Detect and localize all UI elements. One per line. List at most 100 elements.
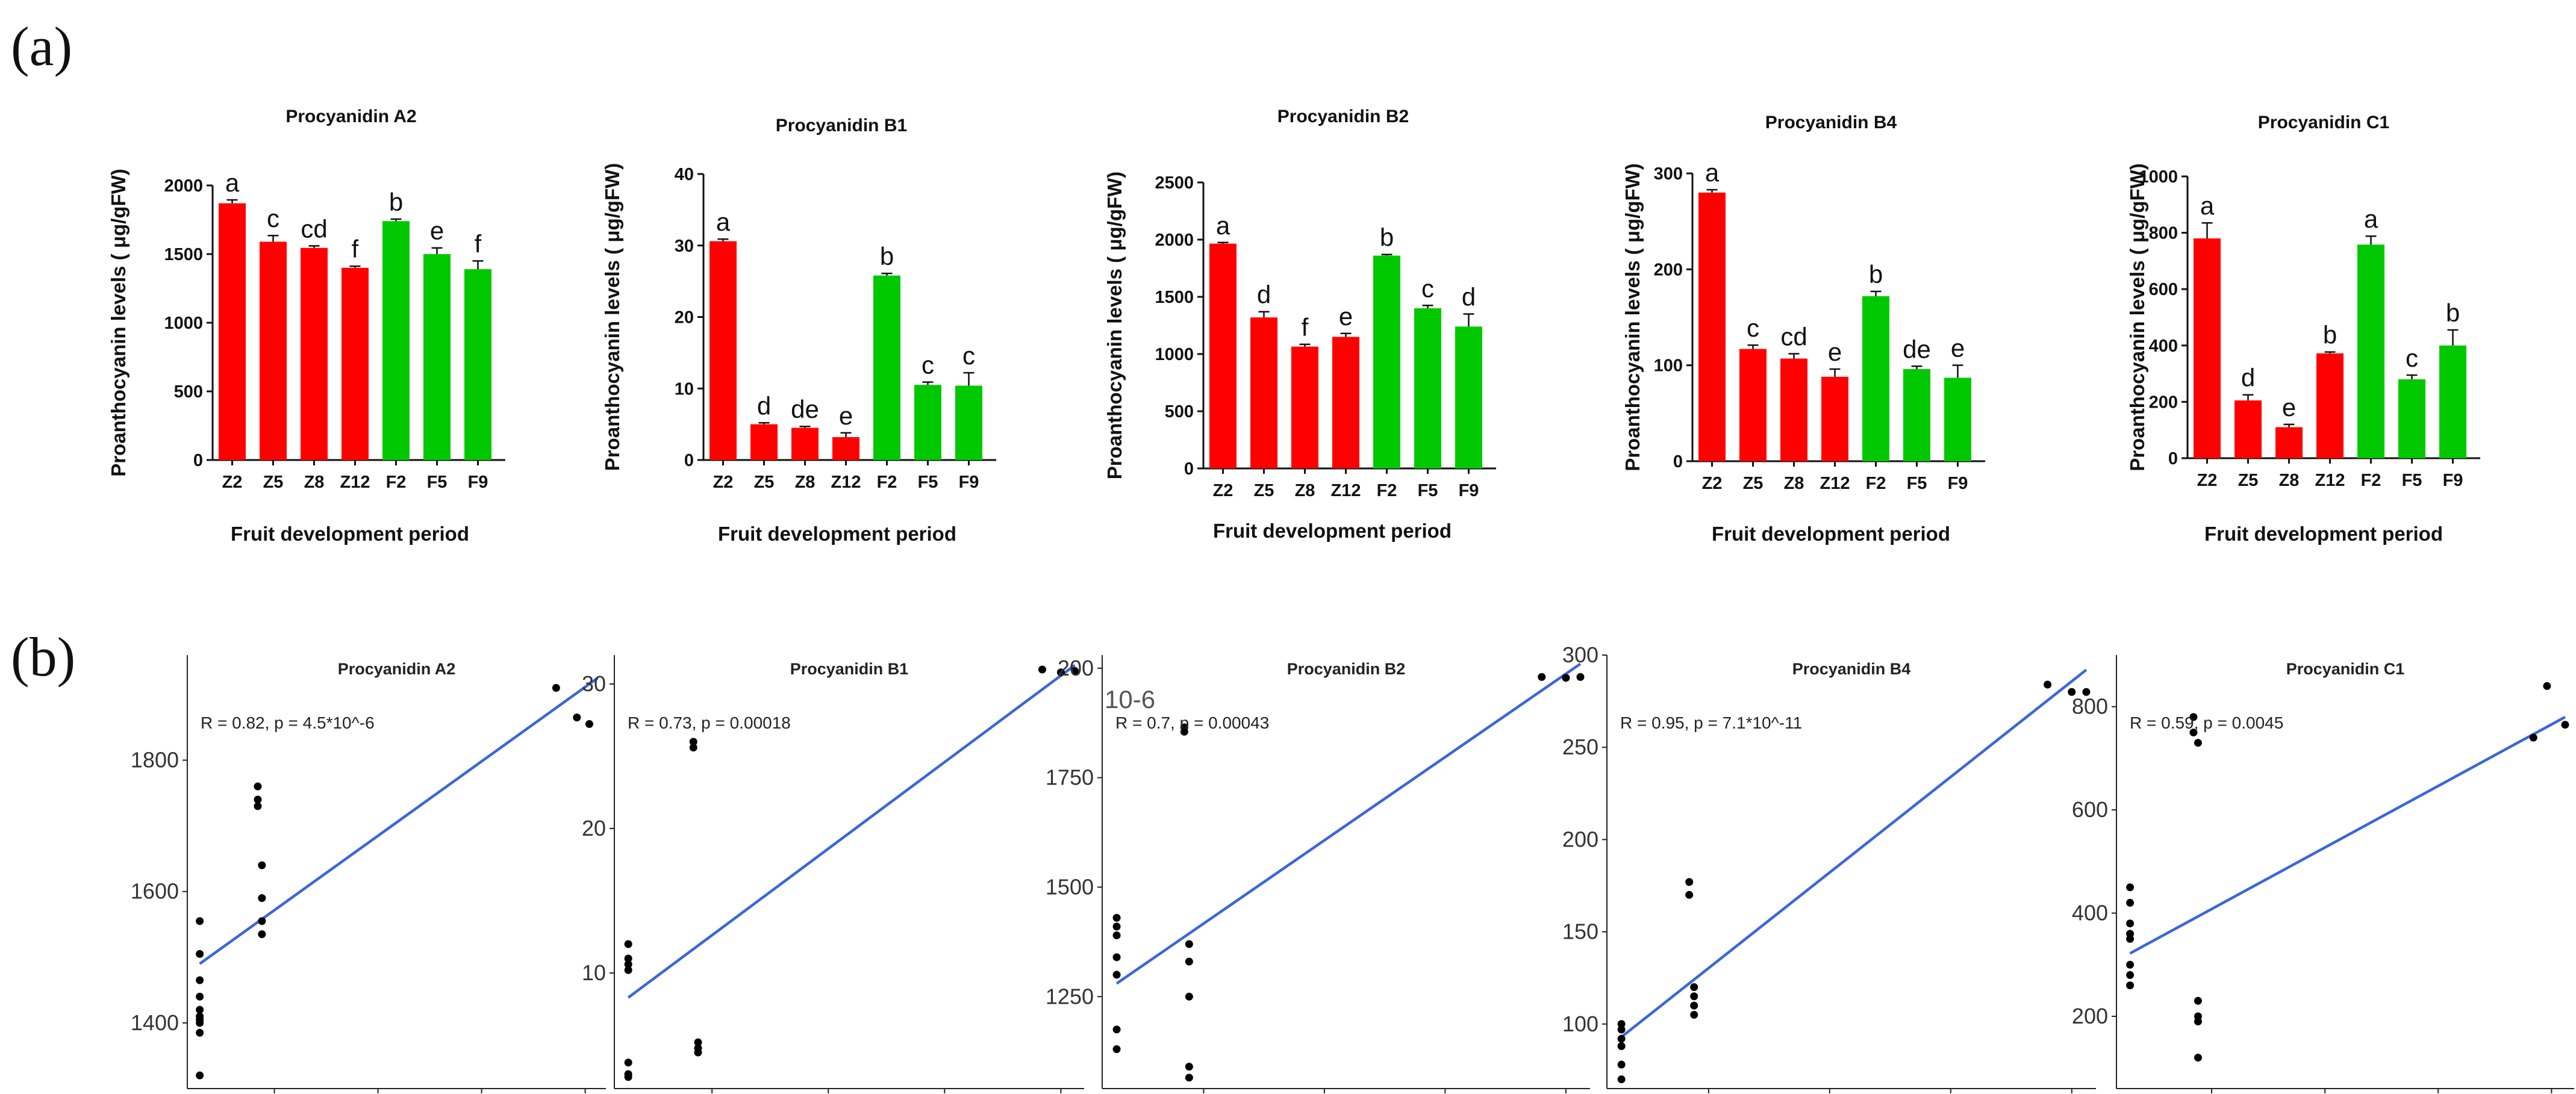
bar-F2 xyxy=(1373,255,1400,468)
y-tick-label: 20 xyxy=(675,308,694,328)
regression-line xyxy=(2129,715,2566,955)
chart-title: Procyanidin B2 xyxy=(1287,660,1406,678)
data-point xyxy=(573,713,581,722)
scatter-chart-3: 1250 1500 1750 200 Procyanidin B2 R = 0.7, p … xyxy=(1046,655,1590,1093)
bar-Z5 xyxy=(1739,349,1767,461)
bar-F5 xyxy=(914,385,941,460)
y-tick-label: 200 xyxy=(1654,260,1683,279)
y-tick-label: 200 xyxy=(2072,1004,2108,1028)
data-point xyxy=(2126,934,2135,943)
scatter-chart-4: 100 150 200 250 300 Procyanidin B4 R = 0.95, p… xyxy=(1562,642,2096,1093)
x-tick-label: Z8 xyxy=(304,473,325,492)
x-tick-label: Z8 xyxy=(1295,481,1315,500)
data-point xyxy=(1056,668,1065,677)
y-tick-label: 500 xyxy=(174,382,203,402)
data-point xyxy=(1038,665,1046,674)
data-point xyxy=(1617,1025,1626,1034)
y-tick-label: 0 xyxy=(684,451,694,470)
correlation-annotation: R = 0.73, p = 0.00018 xyxy=(628,713,791,732)
data-point xyxy=(1112,931,1121,939)
significance-letter: a xyxy=(2364,205,2378,233)
data-point xyxy=(196,1028,204,1037)
data-point xyxy=(2194,739,2202,747)
bar-F9 xyxy=(955,385,982,460)
bar-Z2 xyxy=(219,203,246,460)
scatter-chart-1: 1400 1600 1800 Procyanidin A2 R = 0.82, p = … xyxy=(131,655,606,1093)
x-axis-label: Fruit development period xyxy=(231,523,469,545)
bar-F2 xyxy=(382,221,410,460)
data-point xyxy=(2044,680,2052,689)
data-point xyxy=(196,949,204,958)
chart-title: Procyanidin C1 xyxy=(2286,660,2405,678)
chart-title: Procyanidin C1 xyxy=(2258,113,2389,132)
data-point xyxy=(1617,1075,1626,1084)
x-tick-label: F9 xyxy=(1948,474,1968,493)
significance-letter: de xyxy=(1903,335,1931,363)
x-tick-label: Z5 xyxy=(263,473,284,492)
data-point xyxy=(1185,940,1193,948)
bar-F5 xyxy=(1903,369,1930,461)
correlation-annotation: R = 0.82, p = 4.5*10^-6 xyxy=(201,713,375,732)
significance-letter: d xyxy=(1257,281,1271,309)
significance-letter: b xyxy=(2323,321,2337,349)
x-tick-label: Z12 xyxy=(2315,471,2345,490)
data-point xyxy=(694,1048,702,1057)
y-tick-label: 30 xyxy=(582,671,606,696)
significance-letter: f xyxy=(475,229,482,258)
chart-title: Procyanidin B4 xyxy=(1765,113,1897,132)
y-tick-label: 1750 xyxy=(1046,765,1094,790)
data-point xyxy=(2068,688,2076,696)
data-point xyxy=(2126,898,2135,907)
data-point xyxy=(2194,996,2202,1005)
chart-title: Procyanidin A2 xyxy=(285,107,416,126)
x-tick-label: Z2 xyxy=(2197,471,2218,490)
data-point xyxy=(196,1071,204,1080)
data-point xyxy=(624,960,632,969)
y-tick-label: 1800 xyxy=(131,748,179,772)
bar-Z2 xyxy=(2194,238,2221,458)
data-point xyxy=(2189,713,2198,721)
significance-letter: cd xyxy=(301,214,327,243)
plot-background xyxy=(614,655,1084,1089)
data-point xyxy=(1185,1074,1193,1082)
significance-letter: e xyxy=(839,402,853,430)
data-point xyxy=(1538,673,1546,681)
y-tick-label: 800 xyxy=(2149,224,2178,243)
data-point xyxy=(689,744,697,752)
data-point xyxy=(2082,688,2091,696)
x-tick-label: Z8 xyxy=(1784,474,1804,493)
significance-letter: f xyxy=(1302,313,1309,341)
bar-F2 xyxy=(2357,244,2384,458)
x-tick-label: F5 xyxy=(1907,474,1927,493)
axis-exponent-label: 10-6 xyxy=(1105,685,1155,713)
y-tick-label: 0 xyxy=(1184,459,1194,479)
x-tick-label: Z5 xyxy=(1254,481,1274,500)
x-tick-label: F5 xyxy=(918,473,938,492)
y-tick-label: 0 xyxy=(1673,452,1683,471)
data-point xyxy=(624,1058,632,1067)
bar-F9 xyxy=(2439,345,2466,458)
bar-Z5 xyxy=(750,424,778,460)
y-tick-label: 1600 xyxy=(131,879,179,904)
y-tick-label: 500 xyxy=(1165,402,1194,421)
data-point xyxy=(694,1038,702,1046)
y-tick-label: 1000 xyxy=(2139,167,2178,187)
y-axis-label: Proanthocyanin levels ( μg/gFW) xyxy=(107,169,129,477)
y-tick-label: 300 xyxy=(1654,164,1683,184)
x-tick-label: F2 xyxy=(1866,474,1886,493)
significance-letter: c xyxy=(1747,314,1759,342)
data-point xyxy=(1562,674,1570,682)
data-point xyxy=(624,954,632,963)
chart-title: Procyanidin A2 xyxy=(338,660,456,678)
x-tick-label: F9 xyxy=(959,473,979,492)
x-tick-label: F2 xyxy=(2361,471,2381,490)
y-tick-label: 0 xyxy=(2168,449,2178,468)
significance-letter: e xyxy=(1828,338,1842,366)
x-axis-label: Fruit development period xyxy=(718,523,956,545)
significance-letter: a xyxy=(1216,211,1230,240)
y-axis-label: Proanthocyanin levels ( μg/gFW) xyxy=(601,163,623,471)
significance-letter: d xyxy=(1462,283,1476,311)
regression-line xyxy=(199,677,599,965)
y-tick-label: 400 xyxy=(2072,901,2108,925)
